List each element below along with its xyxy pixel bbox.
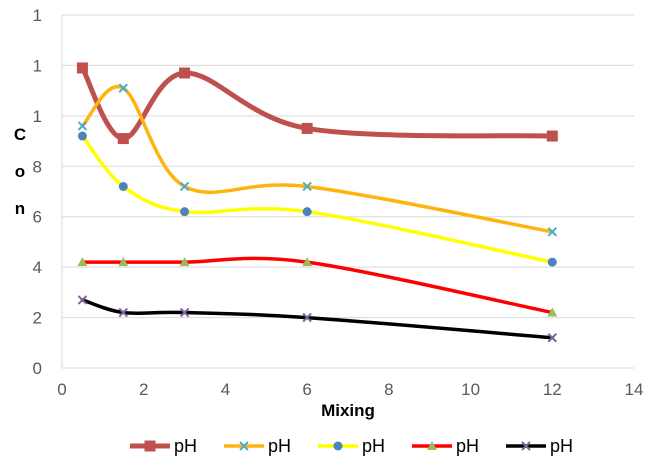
marker-glyph	[521, 441, 531, 451]
series-5-point	[302, 312, 312, 323]
series-4-point	[547, 307, 558, 317]
marker-glyph	[77, 295, 88, 305]
series-markers	[76, 62, 558, 343]
legend-item-3: pH	[318, 436, 385, 456]
legend-label: pH	[362, 436, 385, 456]
marker-glyph	[547, 333, 557, 343]
y-tick-label: 4	[33, 258, 42, 277]
series-5-point	[547, 333, 557, 343]
marker-glyph	[118, 307, 128, 318]
y-axis-title-char: o	[15, 162, 25, 181]
x-axis-title: Mixing	[321, 401, 375, 420]
legend-item-5: pH	[506, 436, 573, 456]
legend-label: pH	[456, 436, 479, 456]
legend-item-1: pH	[130, 436, 197, 456]
series-3-point	[302, 207, 312, 217]
legend: pH pH pH pH pH	[130, 436, 573, 456]
series-5-point	[118, 307, 128, 318]
series-2-point	[179, 181, 190, 192]
series-2-point	[547, 227, 557, 237]
legend-swatch-marker	[239, 441, 249, 451]
gridlines	[62, 14, 634, 369]
marker-glyph	[118, 83, 128, 93]
y-axis-title-char: C	[14, 125, 26, 144]
series-4-point	[302, 257, 313, 267]
x-tick-label: 12	[543, 380, 562, 399]
series-5-point	[77, 295, 88, 305]
series-line-5	[80, 298, 555, 340]
series-2-point	[118, 83, 128, 93]
series-4-point	[77, 257, 88, 267]
axes	[61, 15, 634, 369]
series-1-point	[179, 67, 191, 79]
series-3-point	[118, 181, 128, 191]
x-tick-label: 14	[625, 380, 644, 399]
x-tick-label: 8	[384, 380, 393, 399]
series-3-point	[77, 131, 87, 141]
series-2-point	[302, 181, 312, 192]
series-1-point	[76, 62, 88, 74]
y-tick-label: 2	[33, 309, 42, 328]
series-lines	[79, 65, 555, 340]
series-line-1	[79, 65, 555, 142]
legend-label: pH	[174, 436, 197, 456]
marker-glyph	[77, 121, 88, 131]
series-1-point	[117, 133, 129, 145]
series-line-3	[80, 134, 555, 264]
legend-label: pH	[268, 436, 291, 456]
tick-labels: 0 2 4 6 8 10 12 14 0 2 4 6 8 1 1 1	[33, 6, 644, 399]
x-tick-label: 6	[302, 380, 311, 399]
y-tick-label: 1	[33, 107, 42, 126]
y-tick-label: 8	[33, 157, 42, 176]
legend-swatch-marker	[144, 440, 156, 452]
series-4-point	[179, 257, 190, 267]
x-tick-label: 10	[461, 380, 480, 399]
y-tick-label: 6	[33, 208, 42, 227]
series-1-point	[546, 130, 558, 142]
legend-item-4: pH	[412, 436, 479, 456]
y-tick-label: 1	[33, 6, 42, 25]
legend-swatch-marker	[427, 441, 437, 450]
series-1-point	[301, 122, 313, 134]
series-3-point	[180, 207, 190, 217]
series-5-point	[179, 307, 190, 318]
series-4-point	[118, 257, 129, 267]
x-tick-label: 2	[139, 380, 148, 399]
series-line-2	[80, 84, 555, 234]
marker-glyph	[547, 227, 557, 237]
y-tick-label: 1	[33, 56, 42, 75]
marker-glyph	[302, 181, 312, 192]
marker-glyph	[179, 307, 190, 318]
y-axis-title-char: n	[15, 199, 25, 218]
legend-swatch-marker	[333, 441, 343, 451]
series-3-point	[547, 257, 557, 267]
series-2-point	[77, 121, 88, 131]
legend-label: pH	[550, 436, 573, 456]
x-tick-label: 0	[57, 380, 66, 399]
x-tick-label: 4	[221, 380, 230, 399]
marker-glyph	[302, 312, 312, 323]
marker-glyph	[179, 181, 190, 192]
y-axis-title: Con	[14, 125, 26, 218]
legend-swatch-marker	[521, 441, 531, 451]
marker-glyph	[239, 441, 249, 451]
series-line-4	[80, 256, 555, 315]
y-tick-label: 0	[33, 359, 42, 378]
legend-item-2: pH	[224, 436, 291, 456]
